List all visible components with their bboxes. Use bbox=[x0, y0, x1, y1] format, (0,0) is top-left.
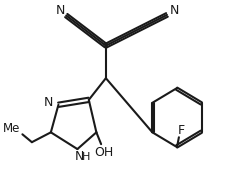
Text: Me: Me bbox=[3, 122, 20, 135]
Text: N: N bbox=[169, 4, 179, 17]
Text: N: N bbox=[75, 150, 84, 163]
Text: OH: OH bbox=[94, 145, 114, 159]
Text: F: F bbox=[178, 124, 185, 137]
Text: N: N bbox=[43, 96, 53, 109]
Text: N: N bbox=[56, 4, 65, 17]
Text: H: H bbox=[82, 152, 90, 162]
